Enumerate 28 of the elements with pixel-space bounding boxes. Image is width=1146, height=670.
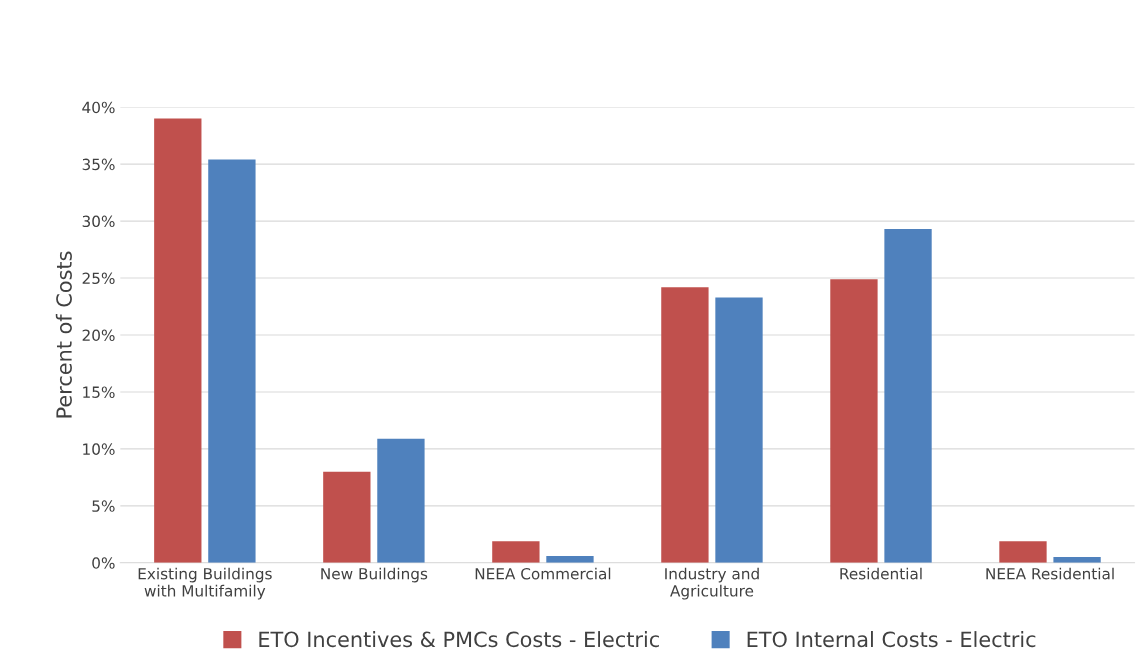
y-tick-label: 40%: [82, 101, 115, 114]
y-tick-label: 5%: [92, 500, 115, 512]
y-tick-label: 20%: [82, 329, 115, 342]
y-tick-label: 30%: [82, 215, 115, 228]
x-tick-label: NEEA Commercial: [475, 567, 611, 580]
bar: [661, 287, 709, 563]
bar: [154, 118, 202, 563]
bar: [492, 541, 540, 563]
y-tick-label: 0%: [92, 557, 115, 569]
y-axis-title: Percent of Costs: [55, 251, 72, 418]
legend-label: ETO Incentives & PMCs Costs - Electric: [259, 631, 659, 648]
bar: [830, 279, 878, 563]
y-tick-label: 10%: [83, 443, 115, 455]
legend-label: ETO Internal Costs - Electric: [747, 631, 1036, 648]
bar: [715, 297, 763, 563]
y-tick-label: 35%: [82, 158, 115, 171]
x-tick-label: New Buildings: [321, 567, 428, 583]
x-tick-label: Industry and Agriculture: [665, 567, 759, 600]
x-tick-label: NEEA Residential: [986, 567, 1114, 580]
x-tick-label: Existing Buildings with Multifamily: [138, 567, 272, 600]
bar: [323, 471, 371, 563]
bar: [377, 438, 425, 563]
y-tick-label: 25%: [82, 272, 115, 285]
bar: [884, 229, 932, 563]
x-tick-label: Residential: [840, 567, 922, 580]
bar: [208, 159, 256, 563]
y-tick-label: 15%: [83, 386, 115, 398]
bar: [999, 541, 1047, 563]
